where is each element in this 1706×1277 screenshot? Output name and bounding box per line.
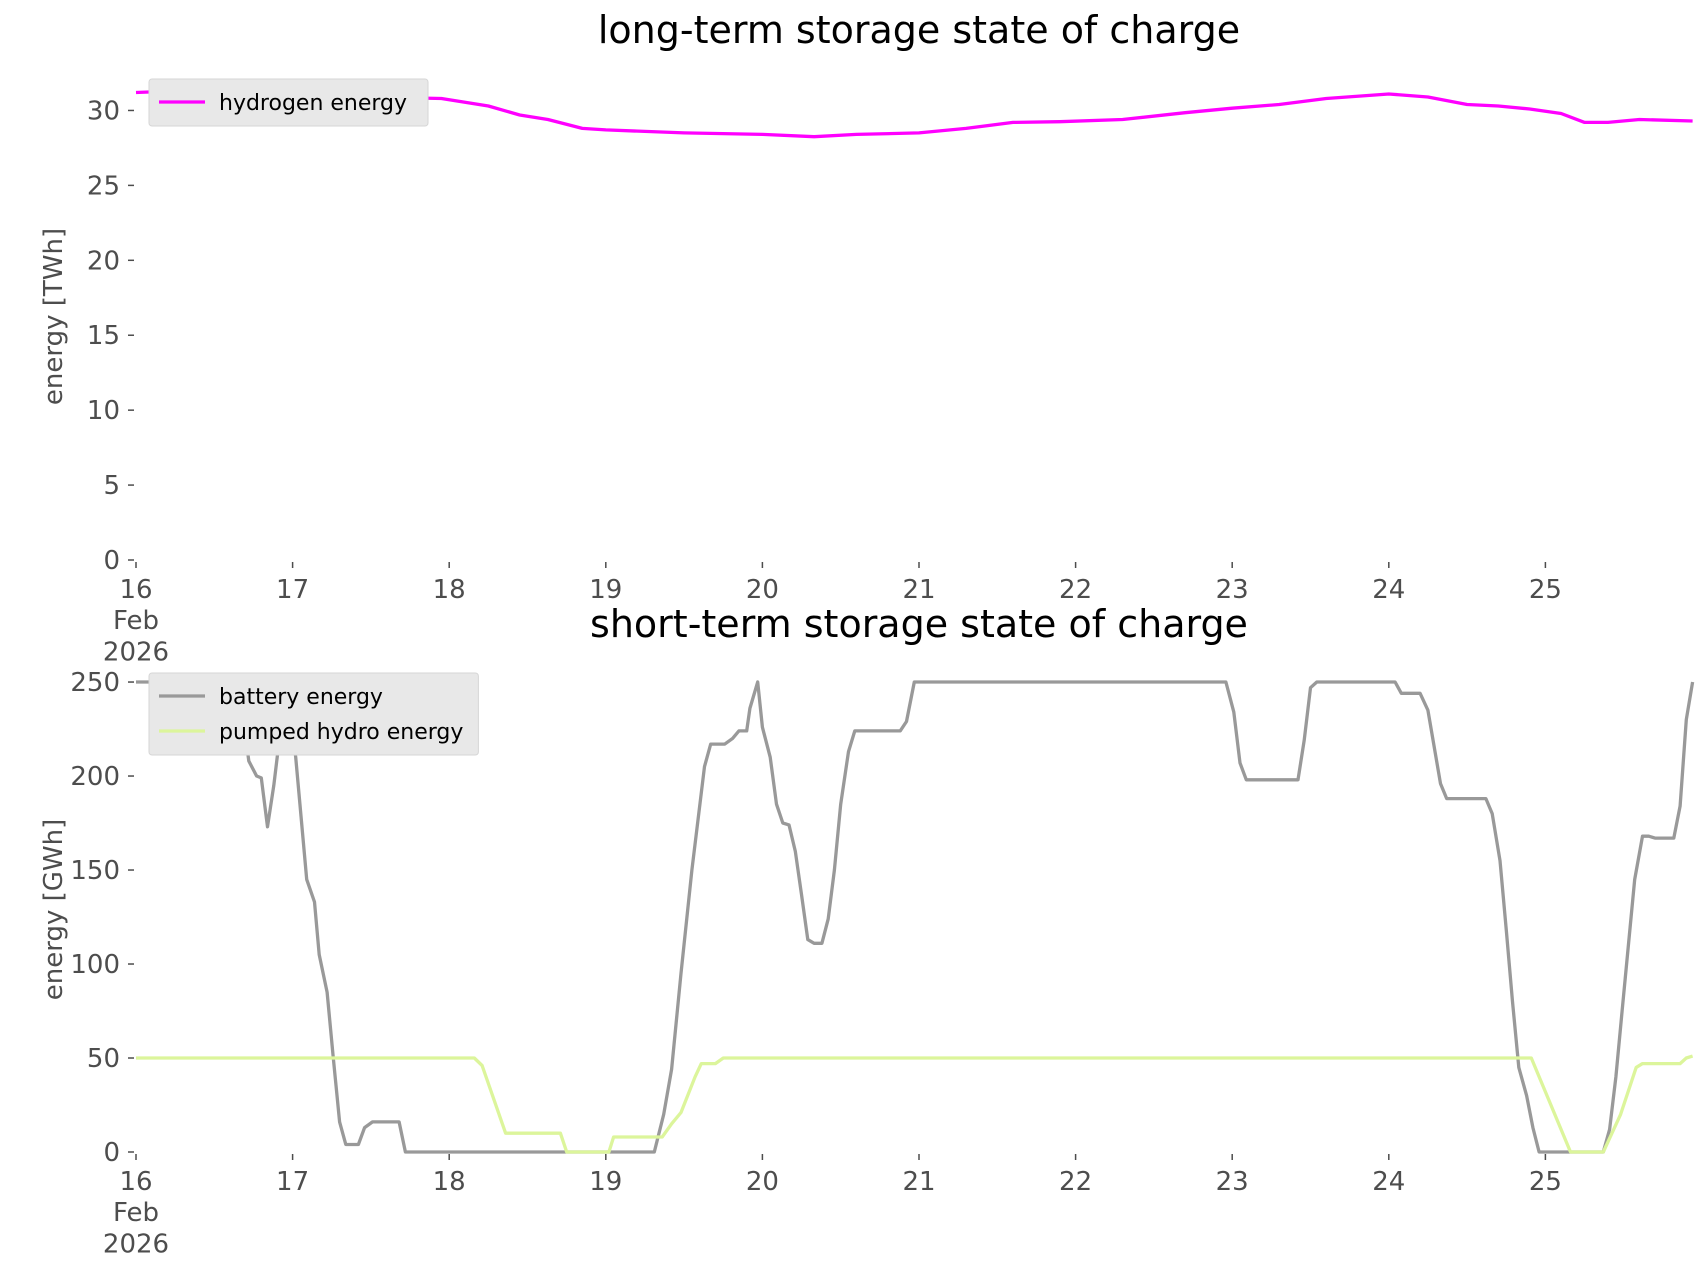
x-tick-label: 22 — [1059, 1167, 1092, 1197]
y-tick-label: 25 — [87, 171, 120, 201]
x-tick-label: 20 — [746, 1167, 779, 1197]
y-tick-label: 150 — [70, 856, 120, 886]
chart-title: short-term storage state of charge — [590, 602, 1248, 646]
y-tick-label: 0 — [103, 1138, 120, 1168]
y-axis-label: energy [GWh] — [39, 819, 69, 1000]
y-tick-label: 20 — [87, 246, 120, 276]
y-tick-label: 250 — [70, 668, 120, 698]
legend-box — [148, 78, 429, 127]
x-tick-label: 19 — [589, 1167, 622, 1197]
y-tick-label: 0 — [103, 546, 120, 576]
x-tick-label: 17 — [276, 1167, 309, 1197]
x-tick-label: 23 — [1216, 1167, 1249, 1197]
y-axis-label: energy [TWh] — [39, 228, 69, 405]
legend-label: battery energy — [219, 685, 383, 710]
x-tick-label: 19 — [589, 575, 622, 605]
x-tick-label: 16 Feb 2026 — [103, 575, 169, 667]
x-tick-label: 16 Feb 2026 — [103, 1167, 169, 1259]
x-tick-label: 24 — [1372, 575, 1405, 605]
x-tick-label: 25 — [1529, 575, 1562, 605]
chart-title: long-term storage state of charge — [598, 8, 1240, 52]
x-tick-label: 24 — [1372, 1167, 1405, 1197]
y-tick-label: 50 — [87, 1044, 120, 1074]
y-tick-label: 15 — [87, 321, 120, 351]
y-tick-label: 200 — [70, 762, 120, 792]
y-tick-label: 5 — [103, 471, 120, 501]
x-tick-label: 22 — [1059, 575, 1092, 605]
series-line — [136, 680, 1695, 1154]
x-tick-label: 20 — [746, 575, 779, 605]
x-tick-label: 23 — [1216, 575, 1249, 605]
legend-label: pumped hydro energy — [219, 720, 463, 745]
x-tick-label: 18 — [433, 1167, 466, 1197]
legend-label: hydrogen energy — [219, 91, 407, 116]
x-tick-label: 21 — [902, 1167, 935, 1197]
x-tick-label: 21 — [902, 575, 935, 605]
x-tick-label: 25 — [1529, 1167, 1562, 1197]
series-line — [135, 87, 1693, 139]
x-tick-label: 17 — [276, 575, 309, 605]
legend-box — [148, 672, 479, 756]
series-line — [136, 1054, 1694, 1154]
y-tick-label: 100 — [70, 950, 120, 980]
y-tick-label: 10 — [87, 396, 120, 426]
x-tick-label: 18 — [433, 575, 466, 605]
y-tick-label: 30 — [87, 96, 120, 126]
